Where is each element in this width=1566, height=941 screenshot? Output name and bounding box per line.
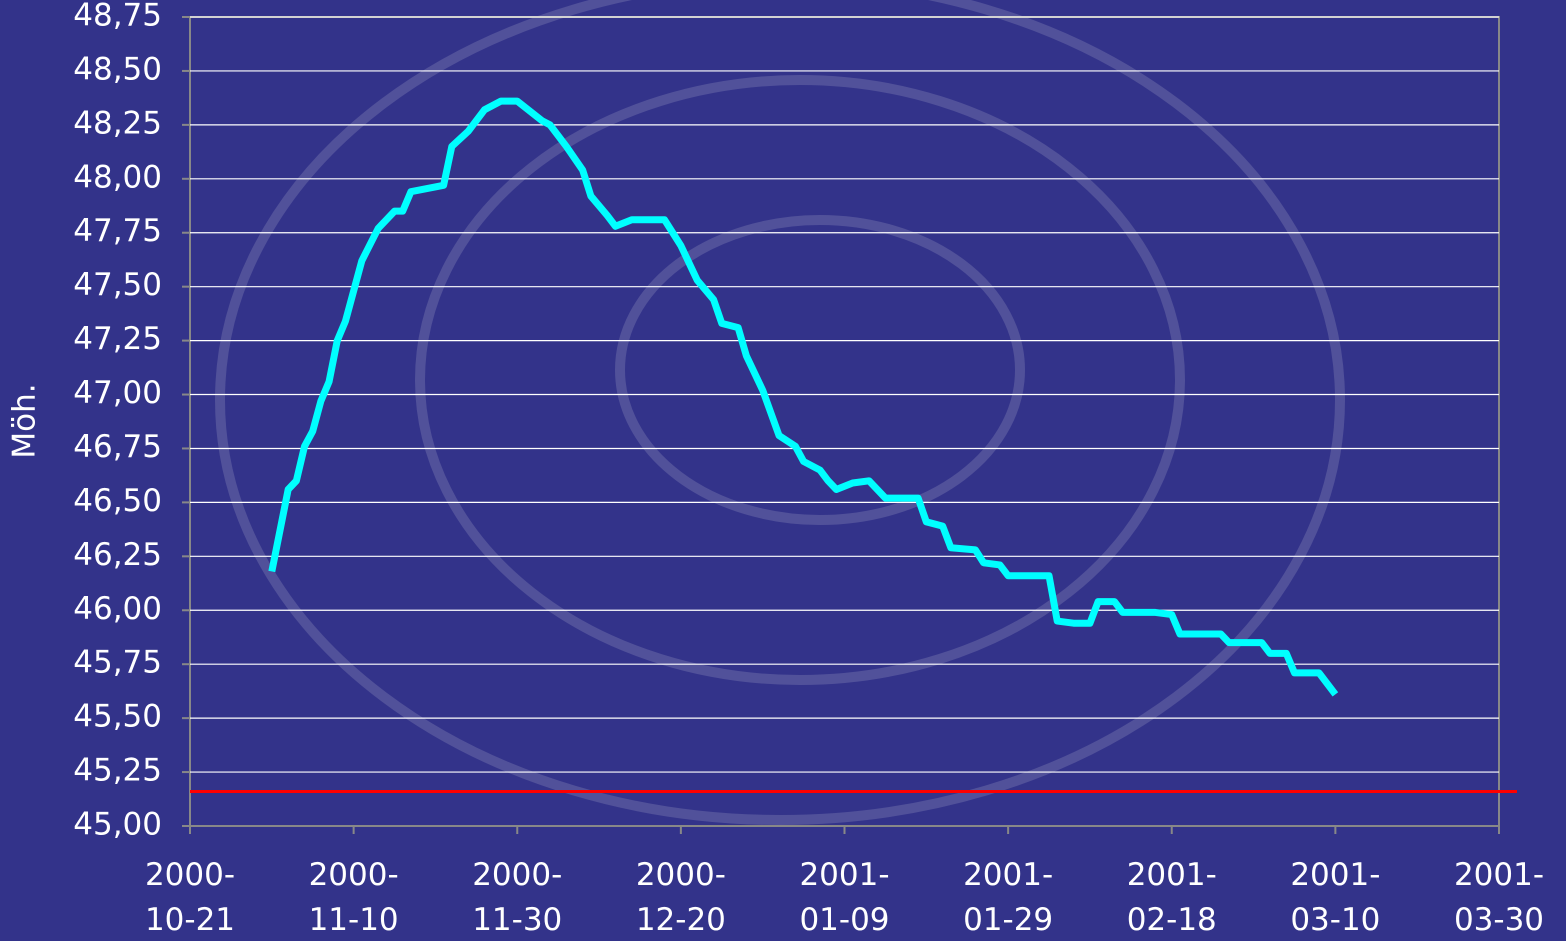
y-tick-label: 45,50 bbox=[73, 699, 162, 735]
y-tick-label: 45,75 bbox=[73, 645, 162, 681]
y-tick-label: 47,50 bbox=[73, 267, 162, 303]
y-tick-label: 48,50 bbox=[73, 51, 162, 87]
y-tick-label: 46,75 bbox=[73, 429, 162, 465]
page: Möh. 45,00 45,25 45,50 45,75 46,00 46,25 46,50… bbox=[0, 0, 1566, 937]
y-tick-label: 48,00 bbox=[73, 159, 162, 195]
y-tick-label: 46,00 bbox=[73, 591, 162, 627]
y-tick-label: 45,00 bbox=[73, 807, 162, 843]
y-axis-label: Möh. bbox=[7, 383, 43, 458]
y-tick-label: 48,75 bbox=[73, 0, 162, 34]
y-tick-label: 47,00 bbox=[73, 375, 162, 411]
y-tick-label: 45,25 bbox=[73, 753, 162, 789]
chart: Möh. 45,00 45,25 45,50 45,75 46,00 46,25 46,50… bbox=[0, 0, 1566, 937]
y-tick-label: 47,25 bbox=[73, 321, 162, 357]
y-tick-label: 46,25 bbox=[73, 537, 162, 573]
y-tick-label: 46,50 bbox=[73, 483, 162, 519]
y-tick-label: 47,75 bbox=[73, 213, 162, 249]
y-tick-label: 48,25 bbox=[73, 105, 162, 141]
